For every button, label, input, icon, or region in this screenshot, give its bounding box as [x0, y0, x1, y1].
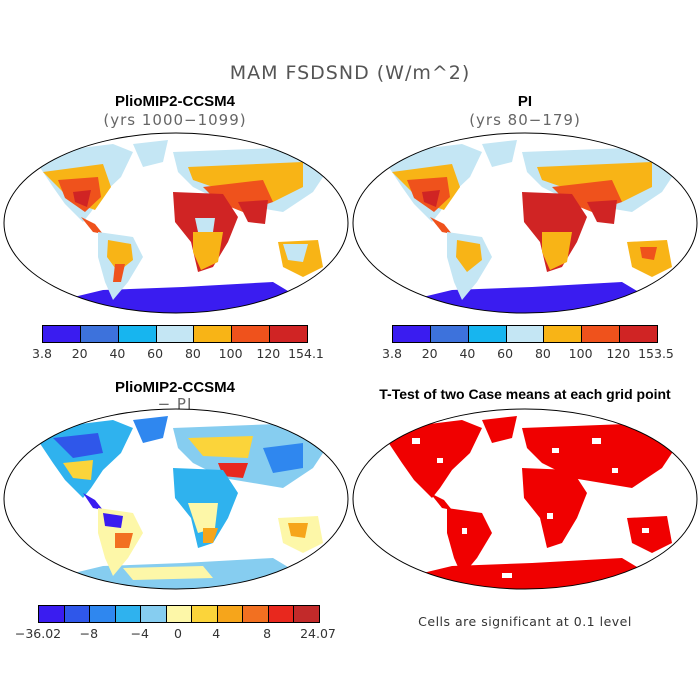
panel-4-title: T-Test of two Case means at each grid po… [379, 386, 671, 402]
panel-1-map [3, 132, 349, 314]
colorbar-tick: 60 [497, 346, 514, 361]
colorbar-tick: 24.07 [300, 626, 336, 641]
panel-3-subtitle: − PI [157, 395, 193, 413]
colorbar-tick: −8 [79, 626, 99, 641]
panel-3-colorbar-swatch [243, 606, 269, 622]
colorbar-tick: −4 [130, 626, 150, 641]
colorbar-tick: 153.5 [638, 346, 674, 361]
panel-4-note: Cells are significant at 0.1 level [418, 614, 632, 629]
panel-3-colorbar-swatch [166, 606, 193, 622]
colorbar-tick: 3.8 [32, 346, 52, 361]
panel-3-colorbar-swatch [64, 606, 91, 622]
colorbar-tick: 100 [218, 346, 243, 361]
panel-3-colorbar-swatch [192, 606, 218, 622]
panel-1-subtitle: (yrs 1000−1099) [103, 111, 247, 129]
panel-2-colorbar-swatch [506, 326, 545, 342]
colorbar-tick: 0 [174, 626, 182, 641]
panel-3-colorbar-swatch [39, 606, 65, 622]
panel-3-map [3, 408, 349, 590]
panel-1-colorbar-swatch [156, 326, 195, 342]
colorbar-tick: −36.02 [14, 626, 62, 641]
figure-title: MAM FSDSND (W/m^2) [229, 62, 471, 84]
panel-2-colorbar-swatch [468, 326, 507, 342]
panel-1-colorbar [42, 325, 308, 343]
panel-2-subtitle: (yrs 80−179) [469, 111, 581, 129]
colorbar-tick: 80 [534, 346, 551, 361]
colorbar-tick: 40 [459, 346, 476, 361]
panel-3-colorbar-swatch [217, 606, 244, 622]
colorbar-tick: 3.8 [382, 346, 402, 361]
colorbar-tick: 20 [421, 346, 438, 361]
colorbar-tick: 4 [212, 626, 221, 641]
panel-1-colorbar-swatch [43, 326, 81, 342]
colorbar-tick: 20 [71, 346, 88, 361]
panel-2-title: PI [517, 93, 533, 110]
panel-3-colorbar-swatch [90, 606, 116, 622]
panel-1-colorbar-swatch [270, 326, 308, 342]
panel-2-colorbar-swatch [544, 326, 583, 342]
colorbar-tick: 80 [184, 346, 201, 361]
panel-2-map [352, 132, 698, 314]
panel-3-colorbar-swatch [141, 606, 167, 622]
panel-1-colorbar-swatch [194, 326, 233, 342]
panel-3-colorbar-swatch [268, 606, 295, 622]
panel-1-colorbar-swatch [80, 326, 119, 342]
panel-1-colorbar-swatch [118, 326, 157, 342]
panel-1-colorbar-swatch [232, 326, 271, 342]
colorbar-tick: 120 [606, 346, 631, 361]
panel-2-colorbar-swatch [430, 326, 469, 342]
panel-3-colorbar-swatch [294, 606, 320, 622]
panel-1-title: PlioMIP2-CCSM4 [114, 93, 235, 110]
colorbar-tick: 100 [568, 346, 593, 361]
colorbar-tick: 120 [256, 346, 281, 361]
panel-2-colorbar-swatch [393, 326, 431, 342]
panel-2-colorbar [392, 325, 658, 343]
colorbar-tick: 40 [109, 346, 126, 361]
colorbar-tick: 154.1 [288, 346, 324, 361]
colorbar-tick: 60 [147, 346, 164, 361]
panel-2-colorbar-swatch [582, 326, 621, 342]
panel-4-map [352, 408, 698, 590]
panel-3-title: PlioMIP2-CCSM4 [114, 379, 235, 396]
panel-2-colorbar-swatch [620, 326, 658, 342]
panel-3-colorbar-swatch [115, 606, 142, 622]
panel-3-colorbar [38, 605, 320, 623]
colorbar-tick: 8 [263, 626, 272, 641]
